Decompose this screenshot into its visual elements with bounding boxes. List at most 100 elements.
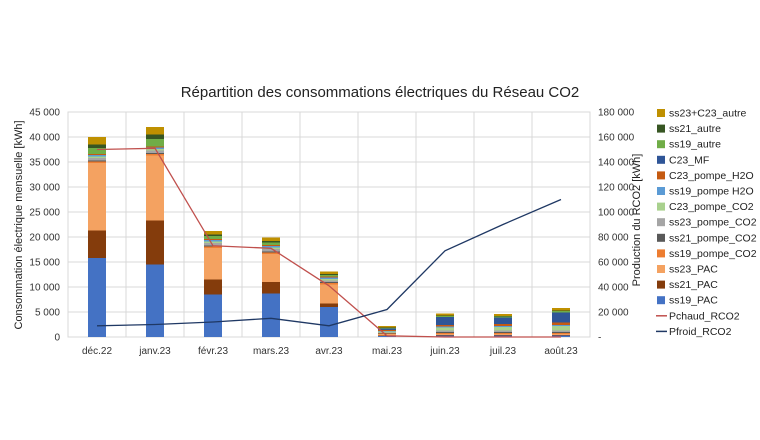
bar-segment [146, 155, 164, 221]
legend-swatch [657, 280, 665, 289]
bar-segment [436, 326, 454, 328]
bar-segment [204, 279, 222, 295]
bar-segment [436, 316, 454, 317]
bar-segment [146, 150, 164, 153]
bar-segment [262, 251, 280, 253]
y-tick-label: 15 000 [29, 258, 60, 269]
x-tick-label: juin.23 [429, 346, 460, 357]
y-axis-title: Consommation électrique mensuelle [kWh] [13, 120, 25, 329]
bar-segment [262, 252, 280, 254]
bar-segment [494, 324, 512, 326]
bar-segment [552, 335, 570, 336]
chart-title: Répartition des consommations électrique… [181, 84, 580, 101]
legend-swatch [657, 218, 665, 227]
bar-segment [88, 154, 106, 155]
bar-segment [204, 239, 222, 240]
legend-swatch [657, 171, 665, 180]
bar-segment [204, 234, 222, 236]
legend-swatch [657, 187, 665, 195]
y2-tick-label: 80 000 [598, 233, 629, 244]
bar-segment [88, 258, 106, 337]
bar-segment [436, 327, 454, 331]
bar-segment [494, 333, 512, 334]
bar-segment [378, 327, 396, 328]
bar-segment [378, 326, 396, 328]
legend-swatch [657, 249, 665, 258]
bar-segment [88, 156, 106, 158]
bar-segment [262, 249, 280, 252]
bar-segment [204, 243, 222, 246]
legend-label: Pfroid_RCO2 [669, 326, 732, 338]
legend-label: ss19_pompe_CO2 [669, 248, 757, 260]
bar-segment [262, 293, 280, 337]
legend-label: C23_MF [669, 154, 709, 166]
bar-segment [320, 274, 338, 275]
bar-segment [494, 330, 512, 332]
bar-segment [552, 322, 570, 325]
bar-segment [436, 335, 454, 336]
x-tick-label: juil.23 [489, 346, 517, 357]
x-tick-label: janv.23 [138, 346, 171, 357]
y2-tick-label: 120 000 [598, 183, 635, 194]
bar-segment [378, 330, 396, 331]
legend-swatch [657, 109, 665, 117]
bar-segment [552, 312, 570, 323]
legend-label: Pchaud_RCO2 [669, 310, 740, 322]
bar-segment [436, 332, 454, 333]
bar-segment [378, 336, 396, 337]
lines [96, 147, 562, 338]
bar-segment [88, 155, 106, 157]
x-tick-label: avr.23 [315, 346, 343, 357]
bar-segment [494, 316, 512, 318]
bar-segment [552, 325, 570, 326]
y-tick-label: 30 000 [29, 183, 60, 194]
bar-segment [88, 160, 106, 162]
bar-segment [204, 240, 222, 242]
y-tick-label: 35 000 [29, 158, 60, 169]
bar-segment [320, 283, 338, 285]
y-tick-label: 5 000 [35, 308, 60, 319]
legend-swatch [657, 296, 665, 305]
bar-segment [436, 313, 454, 316]
bar-segment [378, 333, 396, 334]
y-tick-label: 40 000 [29, 133, 60, 144]
x-tick-label: mars.23 [253, 346, 290, 357]
x-tick-label: févr.23 [198, 346, 228, 357]
legend-swatch [657, 124, 665, 133]
bar-segment [320, 307, 338, 337]
bar-segment [494, 332, 512, 333]
legend-label: ss23_PAC [669, 264, 718, 276]
legend-label: ss21_autre [669, 123, 721, 135]
bar-segment [262, 246, 280, 248]
bar-segment [146, 153, 164, 154]
legend-swatch [657, 202, 665, 211]
y2-tick-label: 40 000 [598, 283, 629, 294]
bar-segment [320, 280, 338, 282]
bar-segment [436, 335, 454, 337]
bar-segment [262, 237, 280, 241]
bar-segment [88, 137, 106, 145]
y2-tick-label: 20 000 [598, 308, 629, 319]
bar-segment [552, 334, 570, 335]
bar-segment [378, 328, 396, 329]
bar-segment [494, 334, 512, 335]
legend-label: ss19_autre [669, 139, 721, 151]
legend-swatch [657, 140, 665, 149]
bar-segment [320, 279, 338, 281]
bar-segment [494, 335, 512, 337]
y-tick-label: 10 000 [29, 283, 60, 294]
y-tick-label: 25 000 [29, 208, 60, 219]
bar-segment [552, 333, 570, 334]
bar-segment [378, 332, 396, 333]
bar-segment [320, 284, 338, 304]
legend-label: C23_pompe_H2O [669, 170, 754, 182]
x-tick-label: mai.23 [372, 346, 402, 357]
bar-segment [88, 144, 106, 148]
line-series [96, 147, 561, 338]
legend-label: C23_pompe_CO2 [669, 201, 754, 213]
bar-segment [552, 311, 570, 313]
bar-segment [552, 332, 570, 333]
y-tick-label: 45 000 [29, 108, 60, 119]
